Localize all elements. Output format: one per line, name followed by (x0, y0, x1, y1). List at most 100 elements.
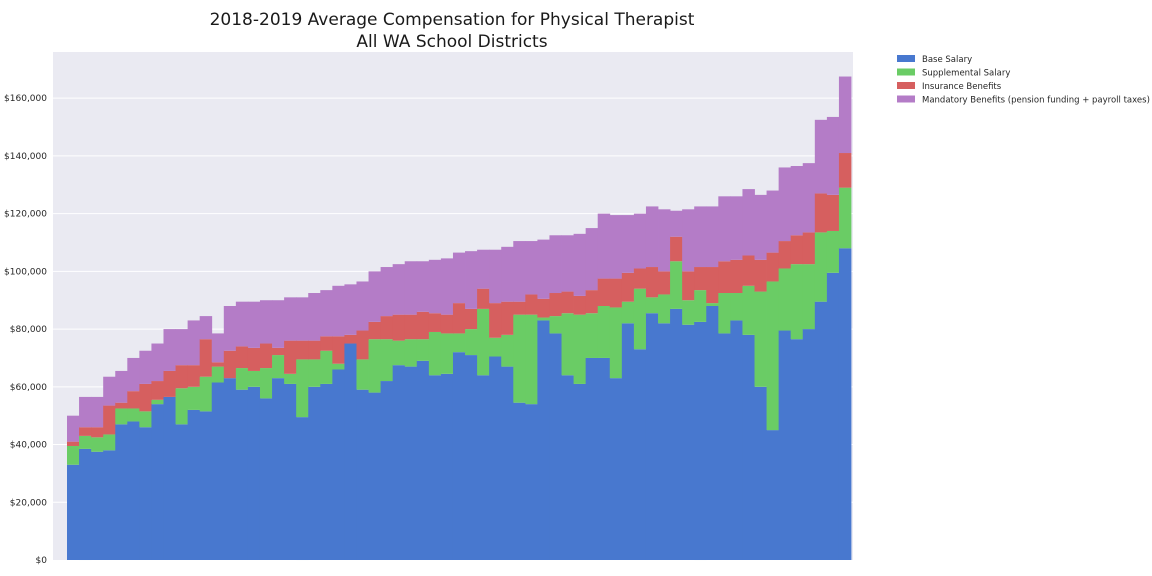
bar-segment-series-0 (428, 375, 442, 560)
bar-segment-series-2 (754, 259, 767, 292)
bar-segment-series-2 (718, 261, 731, 294)
bar-segment-series-2 (272, 347, 285, 356)
bar-segment-series-0 (742, 334, 755, 560)
bar-segment-series-0 (211, 382, 225, 560)
bar-segment-series-0 (284, 383, 297, 560)
bar-segment-series-1 (67, 445, 80, 465)
bar-segment-series-3 (754, 194, 767, 260)
bar-segment-series-2 (826, 194, 840, 231)
bar-segment-series-2 (151, 381, 164, 400)
bar-segment-series-3 (332, 285, 345, 337)
bar-segment-series-0 (621, 323, 635, 560)
y-tick-label: $120,000 (4, 210, 47, 220)
bar-segment-series-2 (103, 405, 116, 435)
bar-segment-series-0 (163, 396, 176, 560)
bar-segment-series-0 (79, 448, 92, 561)
bar-segment-series-1 (235, 368, 249, 390)
y-tick-label: $60,000 (10, 383, 47, 393)
bar-segment-series-3 (621, 215, 635, 273)
bar-segment-series-3 (489, 249, 502, 304)
bar-segment-series-0 (223, 378, 237, 560)
bar-segment-series-0 (272, 378, 285, 560)
y-axis-ticks: $0 $20,000 $40,000 $60,000 $80,000 $100,000 $1… (4, 94, 47, 566)
bar-segment-series-1 (308, 359, 321, 387)
bar-segment-series-2 (139, 383, 152, 412)
bar-segment-series-2 (501, 301, 514, 335)
bar-segment-series-0 (175, 424, 189, 560)
bar-segment-series-0 (151, 404, 164, 560)
bar-segment-series-3 (344, 284, 357, 335)
bar-segment-series-3 (223, 306, 237, 351)
bar-segment-series-1 (682, 300, 695, 325)
bar-segment-series-1 (621, 301, 635, 324)
bar-segment-series-3 (91, 396, 104, 428)
bar-segment-series-2 (380, 316, 394, 340)
bar-segment-series-3 (633, 213, 647, 269)
bar-segment-series-1 (428, 331, 442, 376)
bar-segment-series-2 (211, 362, 225, 367)
bar-segment-series-1 (718, 293, 731, 334)
bar-segment-series-1 (296, 359, 309, 418)
bar-segment-series-2 (79, 427, 92, 436)
bar-segment-series-1 (404, 339, 418, 367)
bar-segment-series-1 (465, 329, 478, 356)
bar-segment-series-1 (730, 293, 743, 321)
bar-segment-series-3 (682, 209, 695, 272)
bar-segment-series-1 (501, 334, 514, 367)
bar-segment-series-1 (658, 294, 671, 324)
bar-segment-series-3 (175, 329, 189, 366)
bar-segment-series-3 (513, 241, 526, 302)
bar-segment-series-1 (103, 434, 116, 451)
bar-segment-series-0 (477, 375, 490, 560)
bar-segment-series-3 (392, 264, 406, 315)
bar-segment-series-2 (392, 314, 406, 341)
bar-segment-series-1 (561, 313, 574, 376)
bar-segment-series-1 (368, 339, 381, 393)
y-tick-label: $20,000 (10, 498, 47, 508)
bar-segment-series-2 (428, 313, 442, 332)
bar-segment-series-0 (392, 365, 406, 560)
bar-segment-series-2 (356, 330, 369, 360)
bar-segment-series-0 (139, 427, 152, 560)
bar-segment-series-0 (585, 357, 599, 560)
bar-segment-series-1 (356, 359, 369, 390)
bar-segment-series-3 (465, 251, 478, 309)
bar-segment-series-1 (537, 317, 550, 321)
bar-segment-series-0 (609, 378, 623, 560)
bar-segment-series-0 (404, 366, 418, 560)
bar-segment-series-1 (380, 339, 394, 382)
legend: Base Salary Supplemental Salary Insurance … (897, 55, 1150, 106)
bar-segment-series-1 (513, 314, 526, 403)
bar-segment-series-1 (91, 437, 104, 452)
bar-segment-series-0 (332, 369, 345, 560)
bar-segment-series-1 (790, 264, 804, 340)
bar-segment-series-1 (778, 268, 792, 331)
bar-segment-series-1 (585, 313, 599, 358)
bar-segment-series-0 (838, 248, 852, 560)
bar-segment-series-0 (501, 366, 514, 560)
bar-segment-series-0 (344, 343, 357, 560)
bar-segment-series-3 (127, 357, 140, 392)
bar-segment-series-3 (501, 246, 514, 302)
bar-segment-series-2 (175, 365, 189, 389)
bar-segment-series-3 (452, 252, 466, 304)
bar-segment-series-0 (416, 360, 430, 560)
bar-segment-series-0 (67, 464, 80, 560)
bar-segment-series-0 (440, 373, 454, 560)
bar-segment-series-0 (115, 424, 128, 560)
bar-segment-series-0 (682, 324, 695, 560)
bar-segment-series-3 (838, 76, 852, 154)
bar-segment-series-2 (682, 271, 695, 301)
bar-segment-series-2 (706, 267, 719, 304)
bar-segment-series-3 (525, 241, 538, 295)
bar-segment-series-1 (259, 368, 273, 399)
y-tick-label: $100,000 (4, 267, 47, 277)
bar-segment-series-3 (67, 415, 80, 442)
bar-segment-series-2 (621, 272, 635, 302)
bar-segment-series-3 (814, 119, 828, 194)
bar-segment-series-1 (452, 333, 466, 353)
bar-segment-series-0 (525, 404, 538, 560)
legend-label: Supplemental Salary (922, 69, 1010, 79)
y-tick-label: $0 (36, 556, 48, 566)
